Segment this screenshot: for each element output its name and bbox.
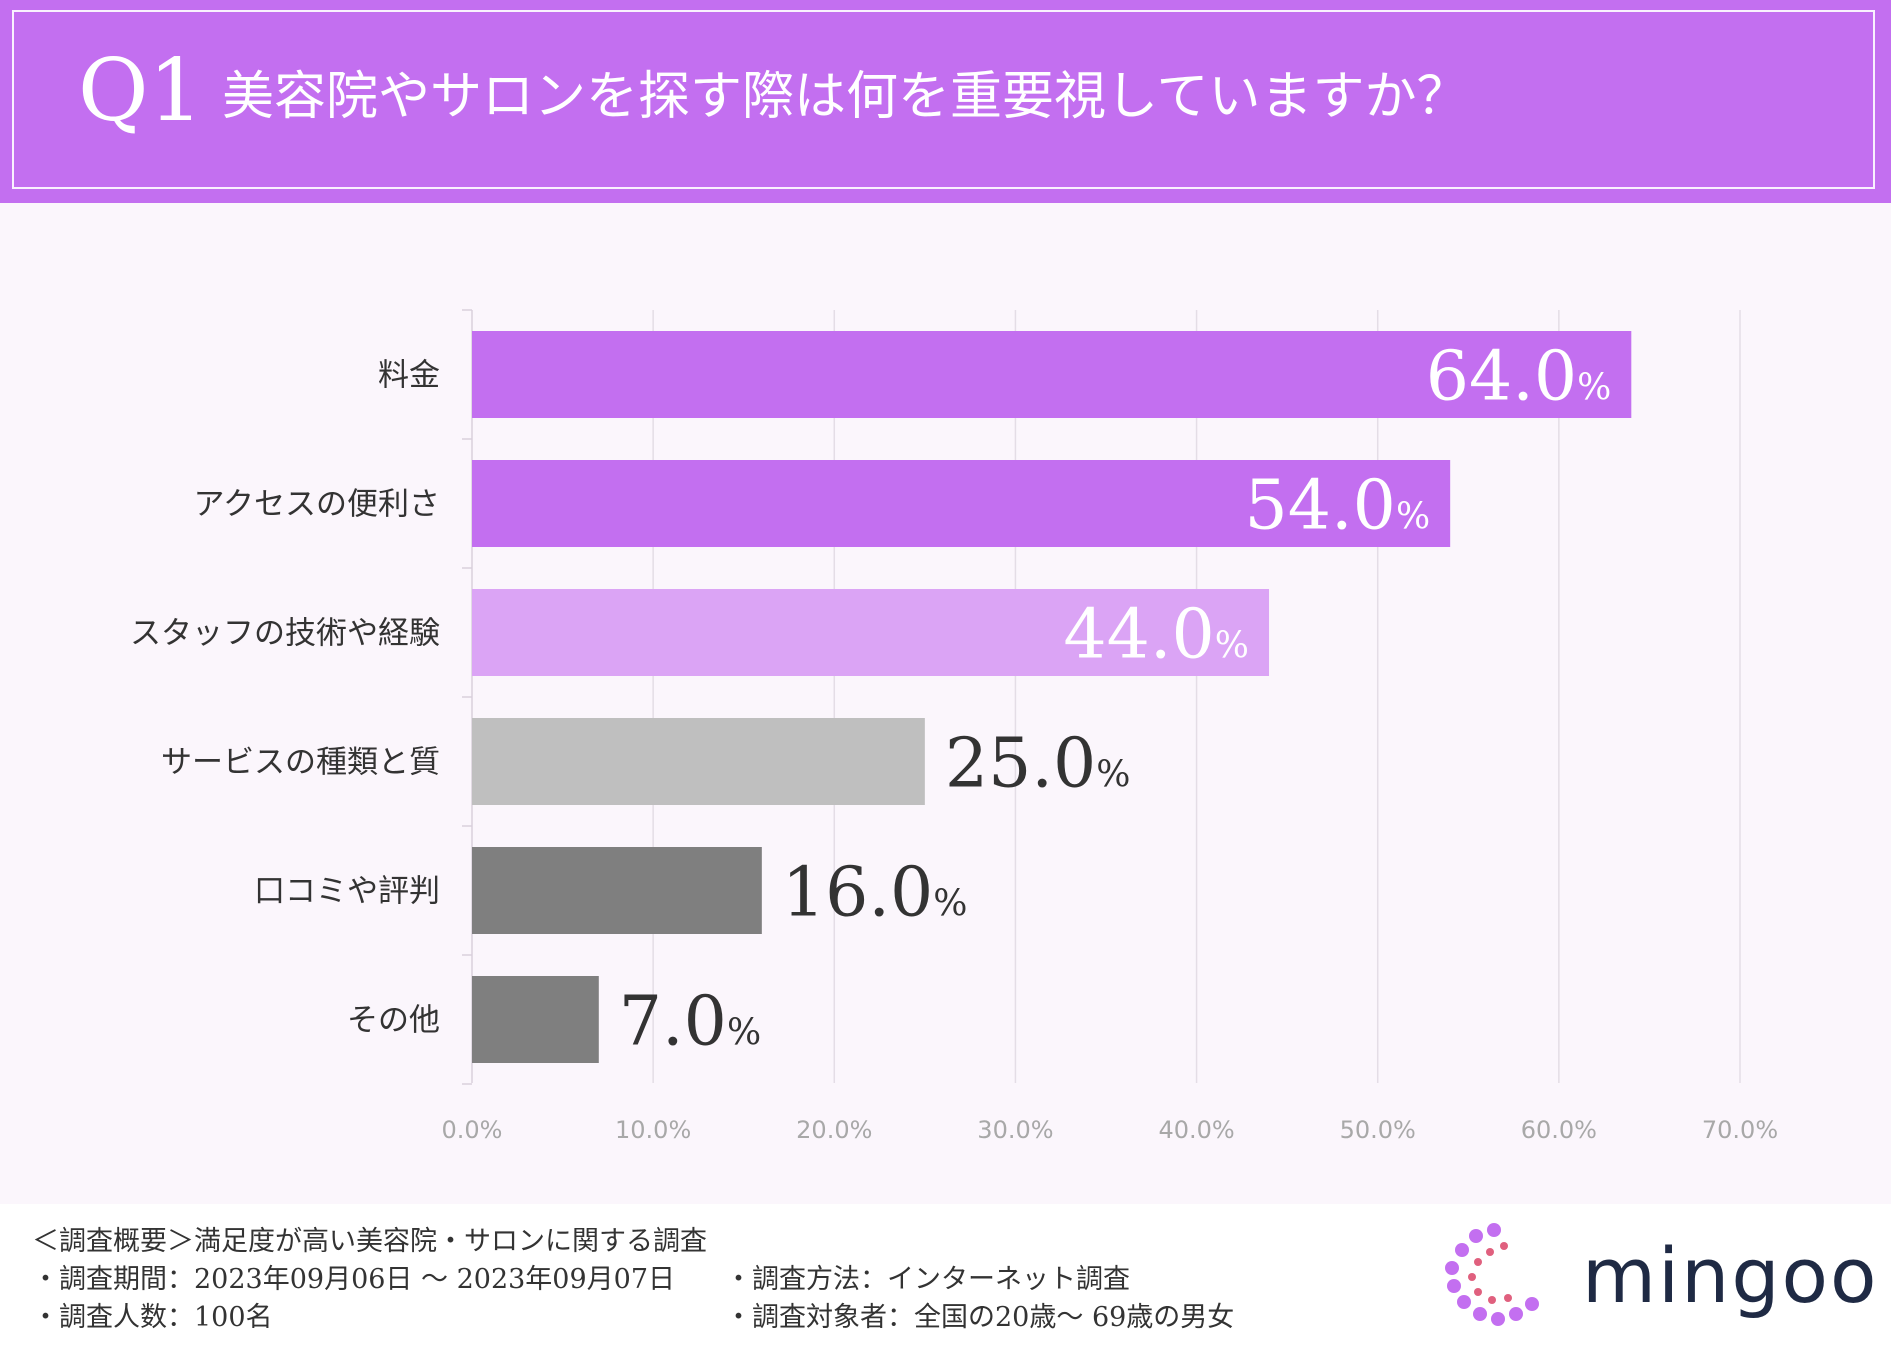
category-label: サービスの種類と質	[161, 745, 440, 781]
value-label: 25.0%	[945, 725, 1131, 804]
question-number: Q1	[78, 41, 204, 141]
mingoo-logo-text: mingoo	[1582, 1231, 1879, 1320]
category-label: スタッフの技術や経験	[130, 616, 440, 652]
category-label: アクセスの便利さ	[194, 487, 440, 523]
bar	[472, 976, 599, 1063]
survey-overview: ＜調査概要＞満足度が高い美容院・サロンに関する調査	[32, 1226, 707, 1257]
bar	[472, 460, 1451, 547]
category-label: 料金	[378, 358, 440, 394]
value-label: 44.0%	[1063, 596, 1249, 675]
survey-count: ・調査人数：100名	[32, 1302, 273, 1333]
x-tick-label: 30.0%	[977, 1116, 1053, 1144]
footer	[0, 1204, 1891, 1350]
value-label: 16.0%	[782, 854, 968, 933]
x-tick-label: 60.0%	[1521, 1116, 1597, 1144]
value-label: 7.0%	[619, 983, 761, 1062]
header-banner: Q1 美容院やサロンを探す際は何を重要視していますか？	[0, 0, 1891, 203]
x-tick-label: 70.0%	[1702, 1116, 1778, 1144]
value-label: 54.0%	[1245, 467, 1431, 546]
category-label: 口コミや評判	[254, 874, 440, 910]
bar	[472, 589, 1270, 676]
survey-period: ・調査期間：2023年09月06日 〜 2023年09月07日	[32, 1264, 676, 1295]
x-tick-label: 20.0%	[796, 1116, 872, 1144]
category-label: その他	[347, 1003, 440, 1039]
bar	[472, 331, 1632, 418]
mingoo-logo-icon	[1445, 1223, 1539, 1326]
x-tick-label: 0.0%	[442, 1116, 503, 1144]
header-frame	[12, 10, 1875, 189]
x-tick-label: 40.0%	[1158, 1116, 1234, 1144]
bar-chart: 0.0% 10.0% 20.0% 30.0% 40.0% 50.0% 60.0% 70.0% 料…	[130, 309, 1778, 1144]
bar	[472, 718, 925, 805]
value-label: 64.0%	[1426, 338, 1612, 417]
question-title: 美容院やサロンを探す際は何を重要視していますか？	[222, 67, 1469, 127]
survey-method: ・調査方法：インターネット調査	[725, 1264, 1130, 1295]
x-tick-label: 10.0%	[615, 1116, 691, 1144]
x-tick-label: 50.0%	[1340, 1116, 1416, 1144]
survey-target: ・調査対象者：全国の20歳〜 69歳の男女	[725, 1302, 1235, 1333]
bar	[472, 847, 762, 934]
